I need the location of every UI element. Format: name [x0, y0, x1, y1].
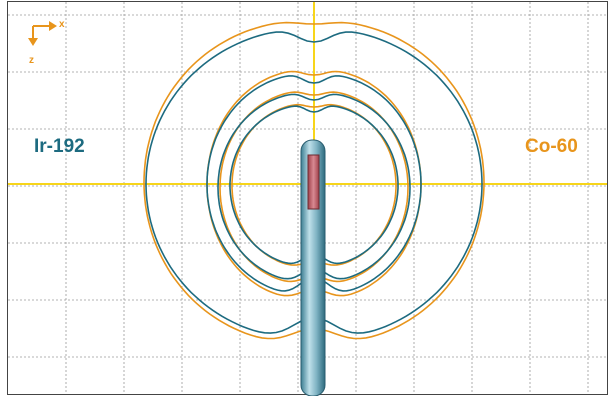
- co60-label: Co-60: [525, 136, 578, 157]
- grid-lines: [8, 2, 607, 394]
- x-arrowhead-icon: [49, 21, 57, 31]
- source-probe: [300, 139, 326, 396]
- x-axis-label: x: [59, 19, 65, 30]
- axes-indicator: x z: [28, 19, 65, 66]
- ir192-label: Ir-192: [34, 136, 85, 157]
- source-core: [307, 154, 320, 210]
- z-axis-label: z: [29, 55, 34, 66]
- z-arrowhead-icon: [28, 38, 38, 46]
